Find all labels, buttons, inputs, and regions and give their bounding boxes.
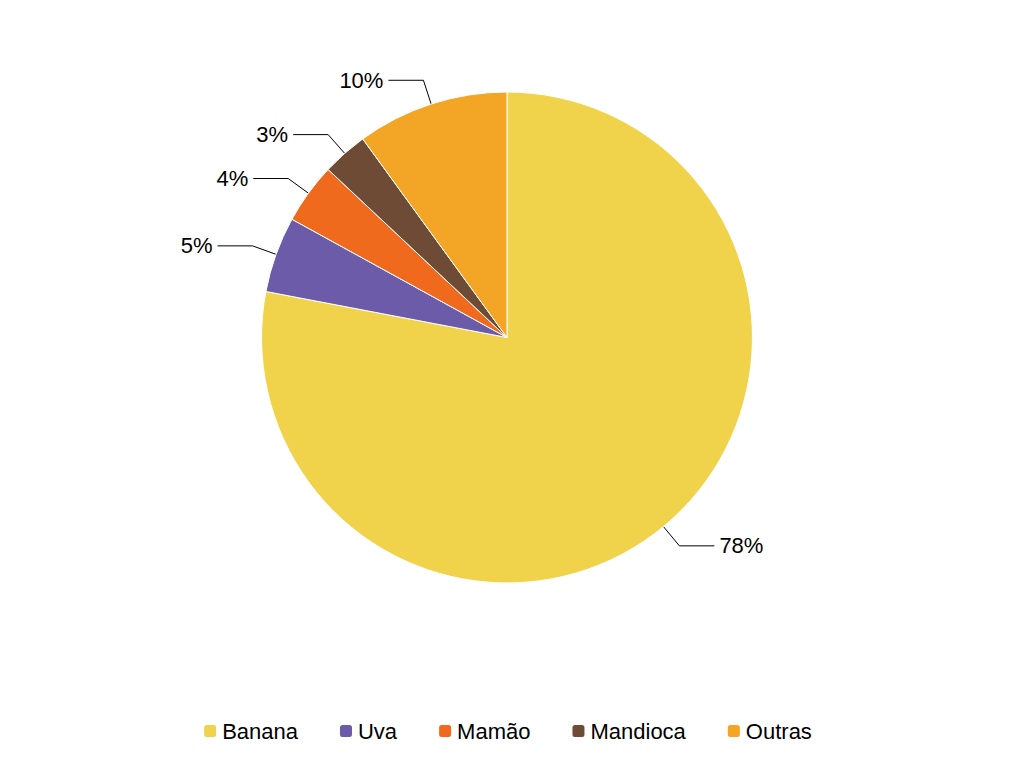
svg-text:3%: 3% bbox=[256, 122, 288, 147]
svg-text:Mandioca: Mandioca bbox=[590, 719, 686, 744]
svg-text:Mamão: Mamão bbox=[457, 719, 530, 744]
svg-text:5%: 5% bbox=[181, 233, 213, 258]
svg-text:Banana: Banana bbox=[222, 719, 299, 744]
svg-text:Outras: Outras bbox=[746, 719, 812, 744]
svg-text:10%: 10% bbox=[339, 68, 383, 93]
svg-text:78%: 78% bbox=[719, 533, 763, 558]
svg-text:Uva: Uva bbox=[358, 719, 398, 744]
svg-text:4%: 4% bbox=[216, 166, 248, 191]
